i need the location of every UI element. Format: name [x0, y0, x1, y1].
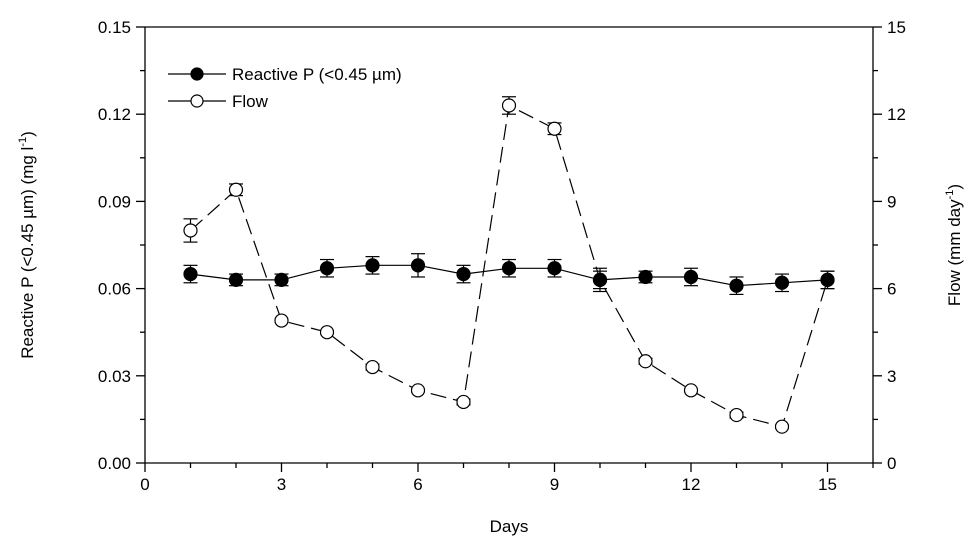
- x-tick-label: 15: [818, 475, 837, 494]
- reactive-p-point: [638, 269, 653, 285]
- reactive-p-point: [183, 266, 198, 282]
- flow-point: [729, 407, 744, 423]
- y-right-tick-label: 9: [887, 192, 896, 211]
- y-right-tick-label: 3: [887, 367, 896, 386]
- flow-point: [410, 383, 426, 398]
- reactive-p-point: [365, 258, 380, 273]
- flow-point: [638, 354, 653, 369]
- flow-point: [228, 182, 244, 197]
- x-tick-label: 12: [682, 475, 701, 494]
- legend-flow-marker: [190, 94, 204, 108]
- flow-point: [183, 223, 198, 238]
- legend-reactive-p-marker: [190, 67, 204, 81]
- x-tick-label: 9: [550, 475, 559, 494]
- left-axis-ticks: 0.00 0.03 0.06 0.09 0.12 0.15: [98, 18, 145, 473]
- x-axis-ticks: 0 3 6 9 12 15: [140, 463, 874, 494]
- x-axis-title: Days: [490, 517, 529, 536]
- reactive-p-point: [456, 266, 471, 282]
- legend-item-flow: Flow: [168, 92, 269, 111]
- reactive-p-point: [501, 261, 517, 276]
- legend-reactive-p-label: Reactive P (<0.45 µm): [232, 65, 402, 84]
- reactive-p-point: [592, 272, 608, 287]
- reactive-p-point: [319, 261, 335, 276]
- flow-point: [456, 394, 471, 410]
- y-left-tick-label: 0.12: [98, 105, 131, 124]
- y-left-tick-label: 0.06: [98, 280, 131, 299]
- right-axis-title: Flow (mm day-1): [944, 184, 964, 306]
- reactive-p-point: [274, 272, 289, 287]
- series-layer: [183, 96, 835, 434]
- reactive-p-point: [774, 275, 790, 290]
- right-axis-ticks: 0 3 6 9 12 15: [873, 18, 906, 473]
- y-right-tick-label: 6: [887, 280, 896, 299]
- flow-point: [683, 383, 699, 398]
- reactive-p-point: [410, 258, 426, 273]
- x-tick-label: 3: [277, 475, 286, 494]
- reactive-p-point: [729, 278, 744, 293]
- x-tick-label: 6: [413, 475, 422, 494]
- left-axis-title: Reactive P (<0.45 µm) (mg l-1): [17, 131, 37, 359]
- y-right-tick-label: 12: [887, 105, 906, 124]
- reactive-p-point: [820, 272, 835, 287]
- y-left-tick-label: 0.09: [98, 192, 131, 211]
- reactive-p-point: [547, 261, 562, 276]
- y-right-tick-label: 15: [887, 18, 906, 37]
- x-tick-label: 0: [140, 475, 149, 494]
- y-right-tick-label: 0: [887, 454, 896, 473]
- y-left-tick-label: 0.15: [98, 18, 131, 37]
- y-left-tick-label: 0.00: [98, 454, 131, 473]
- reactive-p-point: [228, 272, 244, 287]
- flow-point: [274, 313, 289, 328]
- flow-point: [774, 419, 790, 434]
- flow-point: [319, 325, 335, 340]
- flow-point: [501, 98, 517, 113]
- y-left-tick-label: 0.03: [98, 367, 131, 386]
- legend: Reactive P (<0.45 µm) Flow: [168, 65, 402, 111]
- flow-point: [365, 359, 380, 375]
- reactive-p-series: [183, 253, 835, 296]
- legend-flow-label: Flow: [232, 92, 269, 111]
- flow-point: [547, 121, 562, 136]
- reactive-p-point: [683, 269, 699, 285]
- legend-item-reactive-p: Reactive P (<0.45 µm): [168, 65, 402, 84]
